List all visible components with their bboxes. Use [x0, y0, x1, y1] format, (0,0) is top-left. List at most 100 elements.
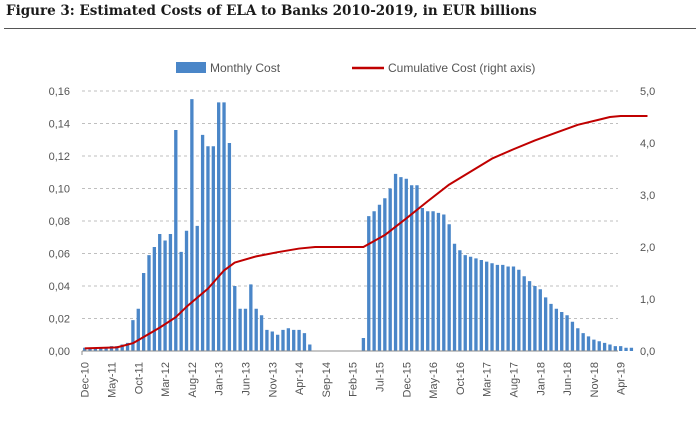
monthly-cost-bar [565, 315, 569, 351]
monthly-cost-bar [522, 276, 526, 351]
monthly-cost-bar [109, 346, 114, 352]
monthly-cost-bar [479, 260, 483, 351]
monthly-cost-bar [104, 347, 108, 351]
monthly-cost-bar [495, 264, 500, 352]
monthly-cost-bar [372, 211, 376, 351]
monthly-cost-bar [581, 333, 585, 352]
x-axis-tick-label: Apr-14 [294, 362, 306, 395]
left-axis-ticks: 0,00 0,02 0,04 0,06 0,08 0,10 0,12 0,14 0,16 [49, 86, 70, 358]
left-axis-tick-label: 0,14 [49, 119, 70, 131]
monthly-cost-bar [302, 333, 307, 352]
monthly-cost-bar [399, 177, 403, 352]
x-axis-tick-label: Jun-13 [240, 362, 252, 396]
monthly-cost-bar [179, 251, 183, 352]
x-axis-tick-label: Oct-11 [133, 362, 145, 394]
monthly-cost-bar [281, 329, 285, 352]
legend-label-monthly: Monthly Cost [210, 61, 281, 75]
monthly-cost-bar [415, 185, 419, 351]
monthly-cost-bar [254, 308, 258, 351]
monthly-cost-bar [506, 266, 510, 351]
x-axis-tick-label: Jan-13 [214, 362, 226, 396]
left-axis-tick-label: 0,04 [49, 281, 70, 293]
monthly-cost-bar [195, 225, 199, 352]
x-axis-tick-label: May-16 [428, 362, 440, 399]
figure-title: Figure 3: Estimated Costs of ELA to Bank… [6, 3, 537, 19]
right-axis-tick-label: 5,0 [640, 86, 655, 98]
legend: Monthly Cost Cumulative Cost (right axis) [176, 61, 535, 75]
monthly-cost-bar [93, 347, 98, 351]
monthly-cost-bar [83, 347, 87, 351]
monthly-cost-bar [474, 258, 478, 352]
monthly-cost-bar [543, 297, 548, 352]
right-axis-tick-label: 4,0 [640, 138, 655, 150]
monthly-cost-bar [592, 339, 596, 352]
cumulative-cost-line [84, 114, 648, 350]
monthly-cost-bar [586, 336, 591, 352]
right-axis-tick-label: 3,0 [640, 190, 655, 202]
monthly-cost-bar [292, 329, 296, 352]
monthly-cost-bar [265, 329, 269, 352]
monthly-cost-bar [115, 346, 119, 352]
monthly-cost-bar [222, 102, 226, 351]
monthly-cost-bar [158, 234, 162, 351]
x-axis-tick-label: Nov-13 [267, 362, 279, 397]
monthly-cost-bar [447, 224, 451, 351]
monthly-cost-bar [163, 240, 167, 351]
legend-swatch-monthly [176, 62, 206, 73]
x-axis-tick-label: Jun-18 [562, 362, 574, 396]
right-axis-ticks: 0,0 1,0 2,0 3,0 4,0 5,0 [640, 86, 655, 358]
monthly-cost-bar [136, 308, 140, 351]
monthly-cost-bar [554, 308, 559, 351]
monthly-cost-bar [436, 212, 441, 352]
monthly-cost-bar [243, 308, 248, 351]
monthly-cost-bar [426, 211, 430, 351]
monthly-cost-bar [501, 264, 505, 352]
monthly-cost-bar [608, 344, 612, 351]
monthly-cost-bar [560, 312, 564, 351]
monthly-cost-bar [238, 308, 242, 351]
axes [81, 350, 618, 355]
title-divider [4, 28, 696, 29]
monthly-cost-bar [227, 143, 232, 351]
left-axis-tick-label: 0,10 [49, 184, 70, 196]
x-axis-tick-label: Dec-15 [401, 362, 413, 397]
monthly-cost-bar [147, 255, 151, 352]
monthly-cost-bar [388, 188, 392, 351]
left-axis-tick-label: 0,08 [49, 216, 70, 228]
monthly-cost-bar [538, 289, 542, 351]
x-axis-tick-label: Mar-17 [482, 362, 494, 397]
monthly-cost-bar [206, 146, 210, 351]
right-axis-tick-label: 1,0 [640, 294, 655, 306]
monthly-cost-bar [152, 247, 157, 351]
x-axis-tick-label: Oct-16 [455, 362, 467, 395]
gridlines [82, 90, 618, 319]
monthly-cost-bar [367, 216, 371, 352]
x-axis-tick-label: May-11 [106, 362, 118, 398]
x-axis-tick-label: Dec-10 [80, 362, 92, 397]
monthly-cost-bar [125, 342, 130, 352]
monthly-cost-bar [393, 173, 398, 352]
monthly-cost-bar [602, 342, 607, 352]
monthly-cost-bar [259, 315, 264, 351]
monthly-cost-bar [613, 346, 617, 352]
left-axis-tick-label: 0,12 [49, 151, 70, 163]
monthly-cost-bar [131, 320, 135, 352]
monthly-cost-bar [442, 214, 446, 351]
monthly-cost-bar [468, 256, 473, 351]
monthly-cost-bar [452, 243, 457, 351]
monthly-cost-bar [88, 347, 92, 351]
right-axis-tick-label: 2,0 [640, 242, 655, 254]
monthly-cost-bar [184, 230, 189, 351]
monthly-cost-bar [409, 185, 414, 351]
monthly-cost-bar [420, 208, 425, 351]
monthly-cost-bar [297, 329, 301, 352]
x-axis-tick-label: Sep-14 [321, 362, 333, 397]
monthly-cost-bar [431, 211, 435, 351]
x-axis-tick-label: Nov-18 [589, 362, 601, 397]
left-axis-tick-label: 0,02 [49, 314, 70, 326]
monthly-cost-bar [619, 346, 623, 352]
monthly-cost-bar [249, 284, 253, 352]
monthly-cost-bar [404, 178, 408, 351]
monthly-cost-bar [200, 134, 205, 352]
